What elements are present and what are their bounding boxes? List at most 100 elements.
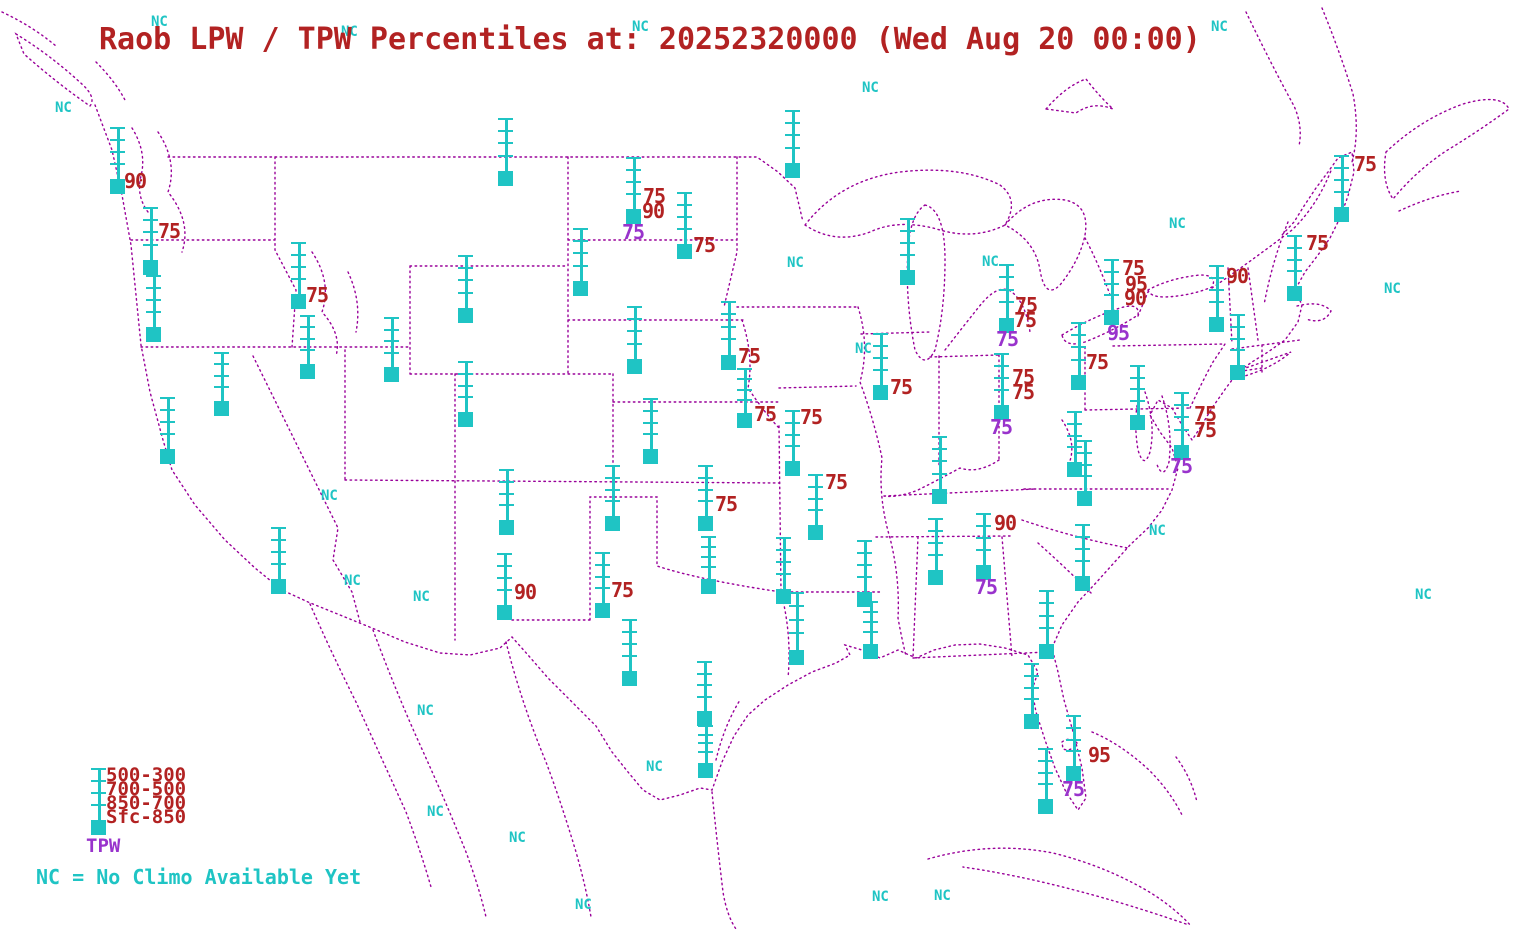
station-layer-tick (214, 386, 229, 388)
tpw-percentile-label: 95 (1107, 321, 1130, 345)
station-layer-tick (976, 549, 991, 551)
station-layer-tick (789, 619, 804, 621)
station-layer-tick (384, 352, 399, 354)
station-layer-tick (300, 315, 315, 317)
station-layer-tick (928, 542, 943, 544)
station-layer-tick (1066, 727, 1081, 729)
station-layer-tick (1067, 435, 1082, 437)
station-tpw-square (1287, 286, 1302, 301)
station-tpw-square (808, 525, 823, 540)
station-layer-tick (1209, 289, 1224, 291)
station-tpw-square (1075, 576, 1090, 591)
layer-percentile-label: 75 (1012, 365, 1035, 389)
station-layer-tick (932, 473, 947, 475)
nc-label: NC (787, 255, 804, 271)
station-layer-tick (701, 536, 716, 538)
station-tpw-square (721, 355, 736, 370)
station-layer-tick (857, 552, 872, 554)
station-layer-tick (785, 434, 800, 436)
layer-percentile-label: 95 (1088, 743, 1111, 767)
station-layer-tick (721, 338, 736, 340)
station-layer-tick (737, 399, 752, 401)
station-layer-tick (1334, 191, 1349, 193)
nc-label: NC (646, 759, 663, 775)
station-layer-tick (110, 139, 125, 141)
layer-percentile-label: 90 (994, 511, 1017, 535)
layer-percentile-label: 90 (642, 199, 665, 223)
station-tpw-square (789, 650, 804, 665)
station-staff-line (98, 768, 101, 828)
legend-layer-labels: 500-300 700-500 850-700 Sfc-850 (106, 766, 187, 827)
station-staff-line (650, 398, 653, 457)
layer-percentile-label: 75 (825, 470, 848, 494)
station-staff-line (1216, 265, 1219, 325)
station-layer-tick (643, 433, 658, 435)
station-layer-tick (627, 343, 642, 345)
station-staff-line (705, 725, 708, 771)
map-great-lakes (804, 169, 1215, 361)
station-layer-tick (1039, 602, 1054, 604)
station-staff-line (298, 242, 301, 302)
station-layer-tick (499, 504, 514, 506)
station-tpw-square (1066, 766, 1081, 781)
station-staff-line (1006, 264, 1009, 326)
station-staff-line (935, 518, 938, 578)
station-layer-tick (1287, 235, 1302, 237)
station-layer-tick (994, 377, 1009, 379)
station-layer-tick (91, 768, 106, 770)
station-layer-tick (808, 474, 823, 476)
station-layer-tick (1104, 259, 1119, 261)
station-layer-tick (643, 398, 658, 400)
station-layer-tick (1038, 783, 1053, 785)
station-layer-tick (1334, 167, 1349, 169)
layer-percentile-label: 95 (1125, 272, 1148, 296)
station-layer-tick (1071, 346, 1086, 348)
station-layer-tick (498, 142, 513, 144)
station-layer-tick (458, 361, 473, 363)
legend-layer-label: 850-700 (106, 792, 187, 814)
station-layer-tick (999, 301, 1014, 303)
station-layer-tick (1038, 748, 1053, 750)
station-layer-tick (1230, 326, 1245, 328)
layer-percentile-label: 90 (124, 169, 147, 193)
station-layer-tick (498, 130, 513, 132)
station-layer-tick (300, 326, 315, 328)
station-layer-tick (291, 242, 306, 244)
station-layer-tick (1287, 270, 1302, 272)
layer-percentile-label: 90 (514, 580, 537, 604)
station-layer-tick (721, 313, 736, 315)
station-layer-tick (1024, 687, 1039, 689)
station-layer-tick (271, 563, 286, 565)
station-staff-line (150, 207, 153, 268)
station-tpw-square (1174, 445, 1189, 460)
station-staff-line (391, 317, 394, 375)
station-layer-tick (863, 611, 878, 613)
station-layer-tick (497, 565, 512, 567)
station-layer-tick (776, 537, 791, 539)
station-layer-tick (1039, 627, 1054, 629)
station-tpw-square (622, 671, 637, 686)
station-staff-line (117, 127, 120, 187)
station-layer-tick (458, 292, 473, 294)
station-layer-tick (458, 396, 473, 398)
station-layer-tick (291, 278, 306, 280)
nc-note: NC = No Climo Available Yet (36, 865, 362, 889)
station-staff-line (1181, 392, 1184, 453)
layer-percentile-label: 75 (1306, 231, 1329, 255)
nc-label: NC (934, 888, 951, 904)
station-tpw-square (1024, 714, 1039, 729)
station-layer-tick (808, 498, 823, 500)
layer-percentile-label: 75 (890, 375, 913, 399)
station-layer-tick (1038, 760, 1053, 762)
station-layer-tick (627, 318, 642, 320)
station-layer-tick (1024, 675, 1039, 677)
station-layer-tick (776, 549, 791, 551)
station-layer-tick (785, 147, 800, 149)
station-tpw-square (573, 281, 588, 296)
station-tpw-square (91, 820, 106, 835)
station-layer-tick (160, 421, 175, 423)
station-layer-tick (698, 465, 713, 467)
station-layer-tick (1075, 560, 1090, 562)
station-layer-tick (698, 742, 713, 744)
